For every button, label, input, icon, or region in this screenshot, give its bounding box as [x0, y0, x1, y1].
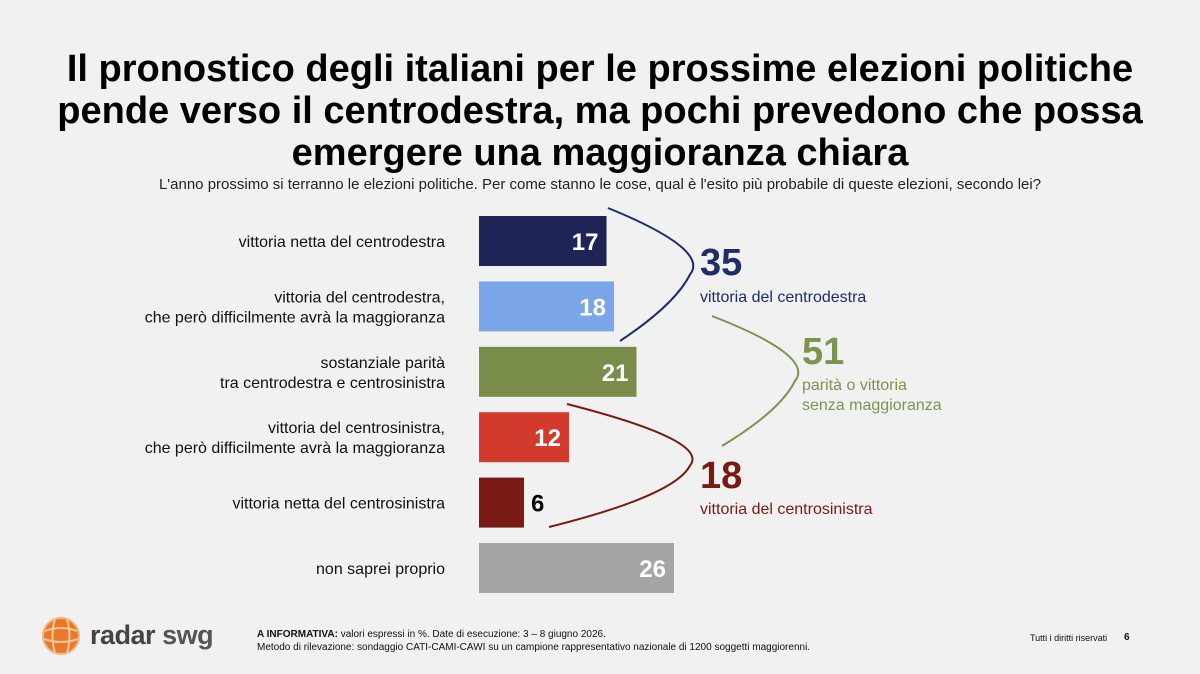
group-label-line: vittoria del centrosinistra [700, 501, 873, 518]
brand-swg: swg [162, 620, 213, 650]
group-bracket-0 [608, 208, 693, 341]
group-label-line: senza maggioranza [802, 397, 942, 414]
page-number: 6 [1124, 632, 1130, 643]
category-label-0: vittoria netta del centrodestra [239, 234, 445, 251]
bar-value-label-4: 6 [531, 491, 544, 518]
bar-value-label-3: 12 [534, 425, 561, 452]
rights-text: Tutti i diritti riservati [1030, 633, 1107, 643]
bar-value-label-5: 26 [639, 556, 666, 583]
group-label-line: parità o vittoria [802, 377, 907, 394]
group-bracket-1 [712, 316, 798, 446]
category-label-line: vittoria del centrodestra, [274, 289, 445, 306]
category-label-line: che però difficilmente avrà la maggioran… [145, 440, 445, 457]
category-label-2: sostanziale parità tra centrodestra e cen… [220, 355, 445, 392]
category-label-line: non saprei proprio [316, 561, 445, 578]
group-label-line: vittoria del centrodestra [700, 289, 866, 306]
category-label-5: non saprei proprio [316, 561, 445, 578]
bar-value-label-0: 17 [572, 229, 599, 256]
group-bracket-2 [549, 404, 692, 527]
category-label-line: vittoria netta del centrosinistra [232, 496, 445, 513]
bar-value-label-1: 18 [579, 294, 606, 321]
group-label-1: parità o vittoria senza maggioranza [802, 377, 942, 414]
group-label-2: vittoria del centrosinistra [700, 501, 873, 518]
category-label-4: vittoria netta del centrosinistra [232, 496, 445, 513]
footer-note: A INFORMATIVA: valori espressi in %. Dat… [257, 628, 810, 654]
category-label-line: che però difficilmente avrà la maggioran… [145, 309, 445, 326]
group-total-0: 35 [700, 242, 742, 284]
category-label-line: vittoria netta del centrodestra [239, 234, 445, 251]
category-label-3: vittoria del centrosinistra, che però dif… [145, 420, 445, 457]
group-total-1: 51 [802, 331, 844, 373]
bar-value-label-2: 21 [602, 360, 629, 387]
group-total-2: 18 [700, 455, 742, 497]
globe-icon [40, 615, 82, 662]
category-label-line: sostanziale parità [320, 355, 445, 372]
footer-note-line1: valori espressi in %. Date di esecuzione… [338, 629, 606, 640]
footer-note-label: A INFORMATIVA: [257, 629, 338, 640]
bar-4 [479, 478, 524, 528]
category-label-line: tra centrodestra e centrosinistra [220, 375, 445, 392]
footer-note-line2: Metodo di rilevazione: sondaggio CATI-CA… [257, 642, 810, 653]
category-label-1: vittoria del centrodestra, che però diffi… [145, 289, 445, 326]
category-label-line: vittoria del centrosinistra, [268, 420, 445, 437]
brand-logo: radar swg [90, 620, 213, 651]
brand-radar: radar [90, 620, 155, 650]
group-label-0: vittoria del centrodestra [700, 289, 866, 306]
